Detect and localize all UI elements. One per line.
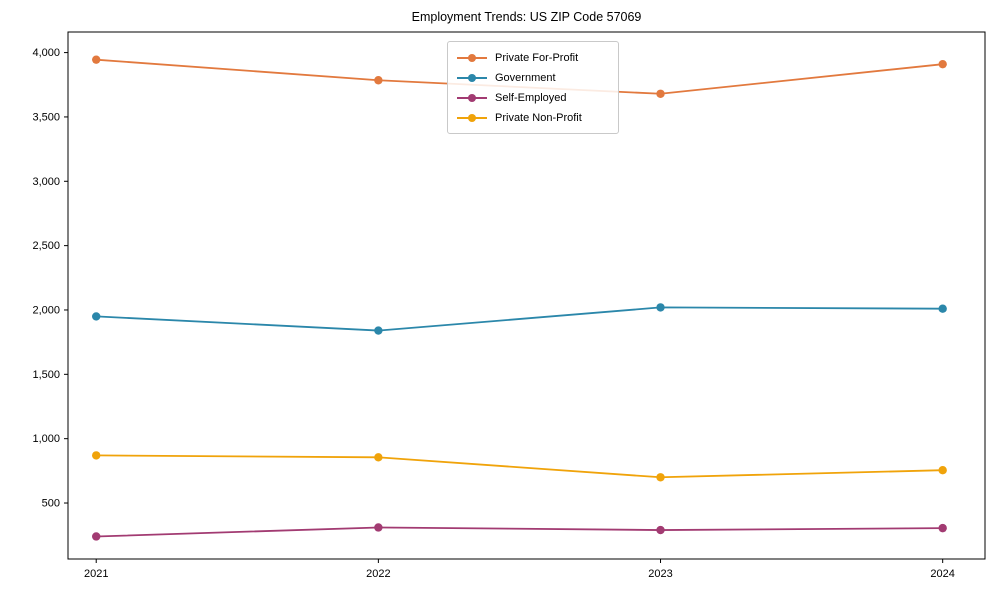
data-point-icon[interactable] bbox=[938, 523, 947, 533]
data-point-icon[interactable] bbox=[374, 326, 383, 335]
y-tick-label: 1,500 bbox=[32, 369, 60, 381]
data-point-icon[interactable] bbox=[938, 304, 947, 313]
y-tick-label: 500 bbox=[42, 498, 60, 510]
y-tick-label: 3,000 bbox=[32, 176, 60, 188]
legend-entry: Self-Employed bbox=[457, 89, 608, 106]
legend-label: Government bbox=[495, 71, 556, 84]
series-line-1 bbox=[96, 306, 943, 332]
y-tick-label: 2,500 bbox=[32, 240, 60, 252]
data-point-icon[interactable] bbox=[656, 303, 665, 312]
data-point-icon[interactable] bbox=[92, 312, 101, 321]
legend-line-marker-icon bbox=[457, 53, 487, 63]
legend-line-marker-icon bbox=[457, 73, 487, 83]
legend-entry: Private Non-Profit bbox=[457, 109, 608, 126]
series-line-3 bbox=[96, 454, 943, 479]
data-point-icon[interactable] bbox=[656, 89, 665, 98]
data-point-icon[interactable] bbox=[92, 451, 101, 460]
x-tick-label: 2024 bbox=[930, 568, 954, 580]
chart-title: Employment Trends: US ZIP Code 57069 bbox=[412, 10, 642, 24]
y-tick-label: 4,000 bbox=[32, 47, 60, 59]
legend-line-marker-icon bbox=[457, 93, 487, 103]
plot-border bbox=[67, 31, 986, 560]
data-point-icon[interactable] bbox=[938, 466, 947, 475]
data-point-icon[interactable] bbox=[374, 453, 383, 462]
data-point-icon[interactable] bbox=[938, 59, 947, 69]
x-tick-label: 2023 bbox=[648, 568, 672, 580]
legend: Private For-Profit Government Self-Employe… bbox=[447, 41, 619, 134]
x-tick-label: 2022 bbox=[366, 568, 390, 580]
legend-label: Self-Employed bbox=[495, 91, 567, 104]
y-tick-label: 2,000 bbox=[32, 304, 60, 316]
data-point-icon[interactable] bbox=[92, 532, 101, 541]
legend-label: Private Non-Profit bbox=[495, 111, 582, 124]
data-point-icon[interactable] bbox=[656, 525, 665, 535]
legend-label: Private For-Profit bbox=[495, 51, 579, 64]
legend-entry: Private For-Profit bbox=[457, 49, 608, 66]
series-line-2 bbox=[96, 526, 943, 538]
legend-line-marker-icon bbox=[457, 113, 487, 123]
y-tick-label: 3,500 bbox=[32, 111, 60, 123]
data-point-icon[interactable] bbox=[92, 55, 101, 64]
data-point-icon[interactable] bbox=[374, 523, 383, 532]
data-point-icon[interactable] bbox=[374, 76, 383, 85]
y-tick-label: 1,000 bbox=[32, 433, 60, 445]
data-point-icon[interactable] bbox=[656, 473, 665, 482]
legend-entry: Government bbox=[457, 69, 608, 86]
x-tick-label: 2021 bbox=[84, 568, 108, 580]
